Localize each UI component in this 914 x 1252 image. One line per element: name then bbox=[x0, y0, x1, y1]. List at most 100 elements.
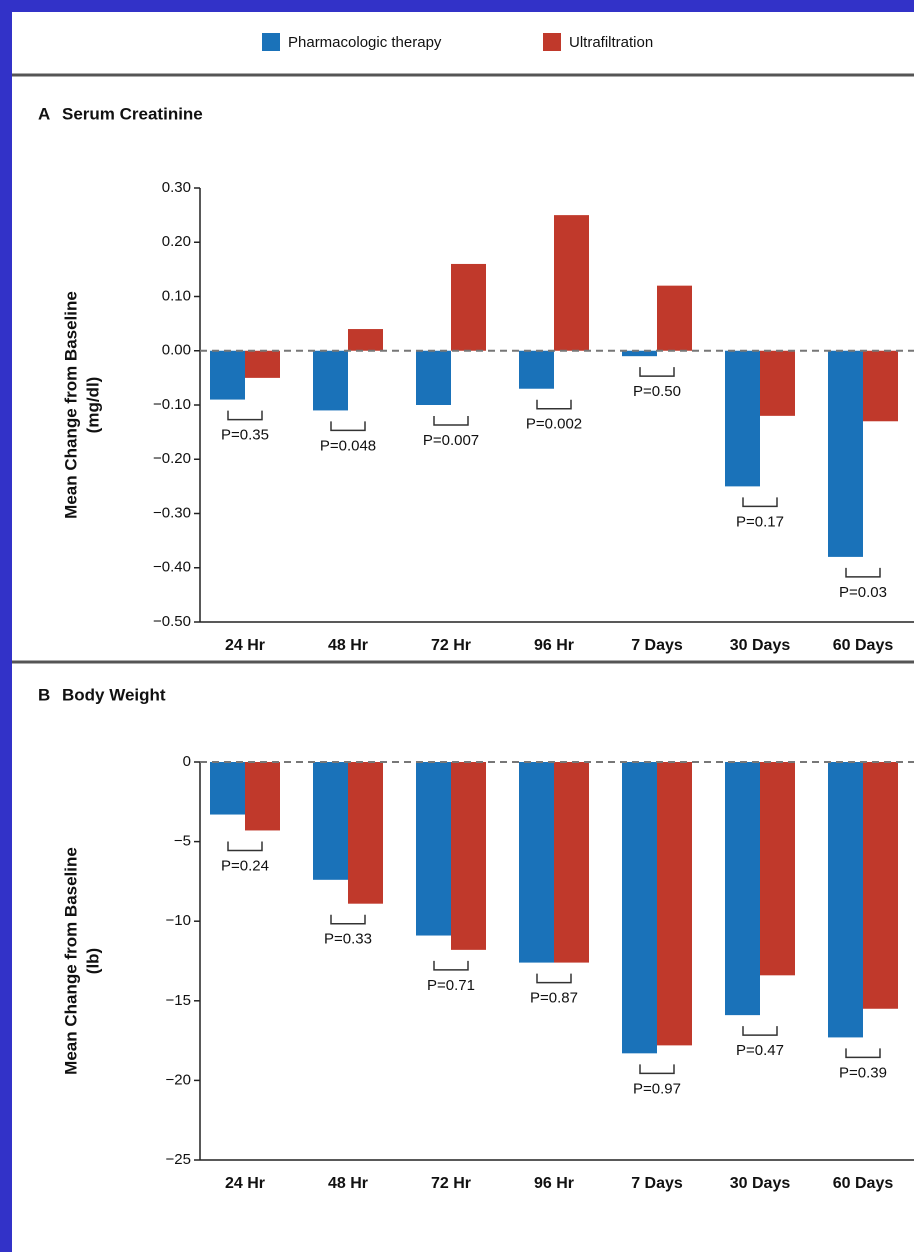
panel-letter: B bbox=[38, 685, 50, 704]
x-tick-label: 7 Days bbox=[631, 1175, 683, 1192]
y-tick-label: −25 bbox=[166, 1151, 191, 1168]
p-value: P=0.71 bbox=[427, 977, 475, 994]
p-value: P=0.007 bbox=[423, 432, 479, 449]
bar bbox=[210, 762, 245, 815]
panel bbox=[12, 12, 914, 1252]
p-bracket bbox=[330, 421, 366, 432]
bar bbox=[622, 350, 657, 357]
bar bbox=[313, 350, 348, 411]
y-tick-label: 0.00 bbox=[162, 342, 191, 359]
x-tick-label: 60 Days bbox=[833, 637, 894, 654]
p-bracket bbox=[742, 497, 778, 508]
y-tick-label: 0.30 bbox=[162, 179, 191, 196]
y-axis-title: Mean Change from Baseline bbox=[61, 847, 80, 1075]
p-value: P=0.97 bbox=[633, 1080, 681, 1097]
bar bbox=[725, 762, 760, 1016]
legend-label: Ultrafiltration bbox=[569, 34, 653, 51]
bar bbox=[451, 263, 486, 351]
y-axis-title: Mean Change from Baseline bbox=[61, 291, 80, 519]
x-tick-label: 60 Days bbox=[833, 1175, 894, 1192]
bar bbox=[313, 762, 348, 880]
y-axis-title: (lb) bbox=[83, 948, 102, 974]
bar bbox=[760, 762, 795, 976]
panel-title: Body Weight bbox=[62, 685, 166, 704]
bar bbox=[657, 285, 692, 351]
y-tick-label: −0.30 bbox=[153, 504, 191, 521]
y-tick-label: −15 bbox=[166, 992, 191, 1009]
bar bbox=[348, 762, 383, 904]
bar bbox=[451, 762, 486, 950]
p-bracket bbox=[227, 410, 263, 421]
p-value: P=0.17 bbox=[736, 513, 784, 530]
p-bracket bbox=[639, 367, 675, 377]
p-value: P=0.47 bbox=[736, 1042, 784, 1059]
legend-swatch bbox=[262, 33, 280, 51]
panel-title: Serum Creatinine bbox=[62, 104, 203, 123]
bar bbox=[554, 215, 589, 351]
bar bbox=[348, 329, 383, 351]
bar bbox=[554, 762, 589, 963]
p-bracket bbox=[227, 841, 263, 852]
legend-swatch bbox=[543, 33, 561, 51]
bar bbox=[245, 350, 280, 378]
bar bbox=[416, 350, 451, 405]
bar bbox=[519, 762, 554, 963]
p-value: P=0.50 bbox=[633, 383, 681, 400]
y-tick-label: 0.20 bbox=[162, 233, 191, 250]
p-value: P=0.33 bbox=[324, 931, 372, 948]
x-tick-label: 24 Hr bbox=[225, 637, 265, 654]
y-tick-label: −0.40 bbox=[153, 559, 191, 576]
p-value: P=0.87 bbox=[530, 990, 578, 1007]
y-tick-label: −20 bbox=[166, 1071, 191, 1088]
bar bbox=[519, 350, 554, 389]
legend-label: Pharmacologic therapy bbox=[288, 34, 442, 51]
p-bracket bbox=[536, 399, 572, 410]
y-tick-label: −5 bbox=[174, 833, 191, 850]
p-bracket bbox=[742, 1026, 778, 1036]
x-tick-label: 7 Days bbox=[631, 637, 683, 654]
y-axis-title: (mg/dl) bbox=[83, 377, 102, 434]
bar bbox=[416, 762, 451, 936]
bar bbox=[725, 350, 760, 487]
y-tick-label: 0 bbox=[183, 753, 191, 770]
p-bracket bbox=[639, 1064, 675, 1075]
p-value: P=0.39 bbox=[839, 1064, 887, 1081]
bar bbox=[245, 762, 280, 831]
p-value: P=0.002 bbox=[526, 416, 582, 433]
p-bracket bbox=[536, 973, 572, 984]
p-bracket bbox=[433, 960, 469, 971]
p-bracket bbox=[433, 416, 469, 426]
bar bbox=[210, 350, 245, 400]
p-bracket bbox=[845, 1048, 881, 1059]
bar bbox=[828, 350, 863, 557]
p-value: P=0.35 bbox=[221, 427, 269, 444]
bar bbox=[863, 350, 898, 422]
x-tick-label: 48 Hr bbox=[328, 637, 368, 654]
p-value: P=0.24 bbox=[221, 857, 269, 874]
y-tick-label: −0.50 bbox=[153, 613, 191, 630]
bar bbox=[622, 762, 657, 1054]
y-tick-label: −10 bbox=[166, 912, 191, 929]
y-tick-label: −0.10 bbox=[153, 396, 191, 413]
x-tick-label: 96 Hr bbox=[534, 637, 574, 654]
x-tick-label: 30 Days bbox=[730, 1175, 791, 1192]
x-tick-label: 72 Hr bbox=[431, 637, 471, 654]
p-value: P=0.03 bbox=[839, 584, 887, 601]
bar bbox=[863, 762, 898, 1009]
x-tick-label: 72 Hr bbox=[431, 1175, 471, 1192]
p-bracket bbox=[330, 914, 366, 925]
panel-letter: A bbox=[38, 104, 50, 123]
bar bbox=[657, 762, 692, 1046]
y-tick-label: 0.10 bbox=[162, 287, 191, 304]
x-tick-label: 24 Hr bbox=[225, 1175, 265, 1192]
x-tick-label: 30 Days bbox=[730, 637, 791, 654]
p-value: P=0.048 bbox=[320, 437, 376, 454]
bar bbox=[760, 350, 795, 416]
bar bbox=[828, 762, 863, 1038]
x-tick-label: 96 Hr bbox=[534, 1175, 574, 1192]
y-tick-label: −0.20 bbox=[153, 450, 191, 467]
x-tick-label: 48 Hr bbox=[328, 1175, 368, 1192]
p-bracket bbox=[845, 567, 881, 578]
